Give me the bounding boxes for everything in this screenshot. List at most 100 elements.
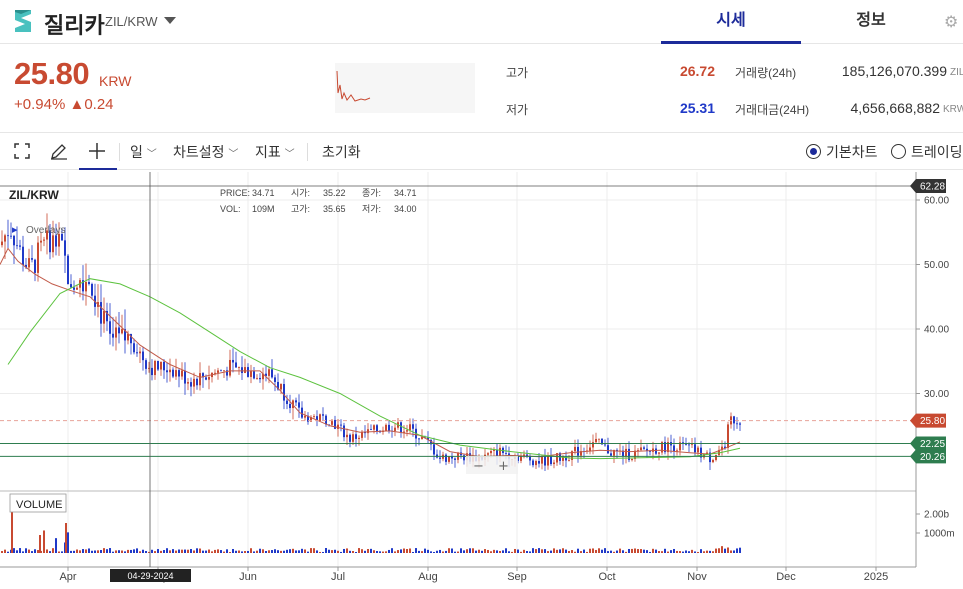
- volume-bar: [511, 551, 513, 553]
- candle-body: [4, 235, 6, 242]
- tab-info[interactable]: 정보: [856, 12, 886, 29]
- pencil-icon[interactable]: [49, 141, 69, 161]
- info-open: 35.22: [323, 188, 346, 198]
- candle-body: [49, 230, 51, 253]
- volume-bar: [280, 550, 282, 553]
- chevron-down-icon[interactable]: [164, 17, 176, 24]
- volume-bar: [166, 548, 168, 553]
- zoom-in-icon[interactable]: +: [498, 459, 509, 474]
- volume-bar: [124, 551, 126, 553]
- candle-body: [454, 458, 456, 460]
- volume-bar: [610, 550, 612, 553]
- volume-bar: [625, 551, 627, 553]
- volume-bar: [298, 550, 300, 553]
- toolbar-divider: [307, 143, 308, 161]
- candle-body: [112, 333, 114, 338]
- volume-bar: [604, 548, 606, 553]
- volume-bar: [154, 551, 156, 553]
- basic-chart-radio[interactable]: [806, 144, 821, 159]
- volume-bar: [505, 548, 507, 553]
- candle-body: [124, 329, 126, 341]
- volume-bar: [688, 551, 690, 553]
- candle-body: [202, 373, 204, 378]
- volume-bar: [667, 551, 669, 553]
- volume-bar: [76, 549, 78, 553]
- volume-bar: [562, 548, 564, 553]
- volume-bar: [232, 548, 234, 553]
- volume-bar: [328, 549, 330, 553]
- selected-tool-indicator: [79, 168, 117, 170]
- candle-body: [445, 454, 447, 462]
- volume-bar: [721, 546, 723, 553]
- tradingview-radio[interactable]: [891, 144, 906, 159]
- volume-bar: [43, 530, 45, 553]
- volume-bar: [379, 551, 381, 553]
- x-tick-label: 2025: [864, 571, 888, 583]
- candle-body: [712, 459, 714, 463]
- indicators-label: 지표: [255, 144, 281, 160]
- volume-pane-label: VOLUME: [9, 493, 67, 513]
- candle-body: [355, 434, 357, 439]
- volume-bar: [235, 550, 237, 553]
- volume-bar: [244, 551, 246, 553]
- volume-bar: [304, 549, 306, 553]
- volume-bar: [697, 551, 699, 553]
- volume-bar: [454, 551, 456, 553]
- volume-bar: [415, 548, 417, 553]
- volume-bar: [373, 550, 375, 553]
- candle-body: [703, 454, 705, 458]
- crosshair-icon[interactable]: [87, 141, 107, 161]
- volume-bar: [448, 548, 450, 553]
- candle-body: [403, 431, 405, 433]
- candle-body: [304, 415, 306, 418]
- volume-bar: [601, 549, 603, 553]
- zoom-controls[interactable]: − +: [466, 456, 518, 474]
- high-value: 26.72: [679, 63, 715, 79]
- indicators-button[interactable]: 지표 ﹀: [255, 142, 295, 162]
- candle-body: [10, 235, 12, 237]
- candle-body: [550, 455, 552, 465]
- info-high: 35.65: [323, 204, 346, 214]
- volume-bar: [313, 548, 315, 553]
- volume-bar: [463, 550, 465, 553]
- zoom-out-icon[interactable]: −: [473, 459, 484, 474]
- candle-body: [274, 377, 276, 382]
- volume-bar: [220, 550, 222, 553]
- chevron-right-icon[interactable]: ▸: [12, 223, 18, 236]
- volume-bar: [718, 548, 720, 553]
- volume-bar: [475, 550, 477, 553]
- volume-bar: [391, 548, 393, 553]
- gear-icon[interactable]: ⚙: [944, 14, 959, 31]
- candle-body: [46, 230, 48, 240]
- candle-body: [232, 359, 234, 363]
- overlays-label[interactable]: Overlays: [26, 225, 65, 236]
- candle-body: [271, 369, 273, 378]
- volume-bar: [418, 550, 420, 553]
- zilliqa-logo-icon: [15, 10, 31, 32]
- candle-body: [739, 423, 741, 425]
- interval-select[interactable]: 일 ﹀: [130, 142, 157, 162]
- price-tag-bg: [910, 449, 946, 464]
- basic-chart-label[interactable]: 기본차트: [826, 144, 878, 160]
- tab-quote[interactable]: 시세: [661, 0, 801, 44]
- fullscreen-icon[interactable]: [12, 141, 32, 161]
- price-tag-label: 62.28: [920, 182, 945, 193]
- volume-bar: [514, 548, 516, 553]
- volume-bar: [22, 551, 24, 553]
- chart-settings-button[interactable]: 차트설정 ﹀: [173, 142, 238, 162]
- candle-body: [139, 351, 141, 354]
- price-chart[interactable]: ZIL/KRW Overlays ▸ PRICE: 34.71 시가: 35.2…: [0, 172, 963, 589]
- candle-body: [145, 360, 147, 369]
- candle-body: [685, 444, 687, 445]
- volume-bar: [175, 550, 177, 553]
- candle-body: [31, 258, 33, 260]
- volume-bar: [361, 549, 363, 553]
- candle-body: [352, 434, 354, 442]
- candle-body: [277, 381, 279, 390]
- volume-bar: [691, 549, 693, 553]
- tradingview-label[interactable]: 트레이딩뷰: [911, 144, 963, 160]
- reset-button[interactable]: 초기화: [322, 144, 361, 160]
- candle-body: [43, 239, 45, 241]
- volume-bar: [661, 551, 663, 553]
- candle-body: [526, 454, 528, 457]
